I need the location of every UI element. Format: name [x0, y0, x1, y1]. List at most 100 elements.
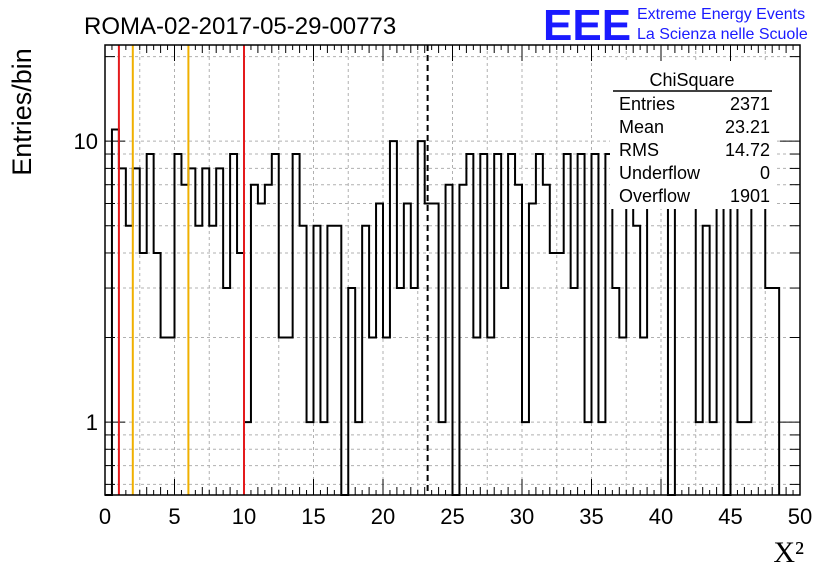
histogram-bin	[661, 168, 668, 495]
histogram-bin	[446, 185, 453, 495]
histogram-bin	[751, 203, 758, 495]
histogram-bin	[209, 226, 216, 495]
histogram-bin	[258, 203, 265, 495]
x-tick-label: 40	[649, 504, 673, 529]
histogram-bin	[126, 226, 133, 495]
histogram-bin	[765, 288, 772, 495]
x-tick-label: 50	[788, 504, 812, 529]
histogram-bin	[334, 226, 341, 495]
histogram-bin	[293, 154, 300, 495]
histogram-bin	[578, 154, 585, 495]
x-tick-label: 5	[168, 504, 180, 529]
histogram-bin	[592, 154, 599, 495]
y-tick-label: 10	[74, 129, 98, 154]
histogram-bin	[369, 338, 376, 495]
histogram-bin	[619, 338, 626, 495]
histogram-bin	[654, 203, 661, 495]
stats-box-background	[610, 62, 775, 209]
histogram-bin	[640, 338, 647, 495]
chart-title: ROMA-02-2017-05-29-00773	[84, 13, 396, 40]
axes-frame	[104, 44, 801, 496]
histogram-bin	[626, 185, 633, 495]
histogram-bin	[404, 203, 411, 495]
histogram-bin	[314, 226, 321, 495]
histogram-bin	[230, 154, 237, 495]
stats-value: 1901	[730, 186, 770, 206]
histogram-bin	[140, 253, 147, 495]
histogram-bin	[411, 288, 418, 495]
logo-mark: EEE	[543, 1, 631, 50]
histogram-bin	[119, 168, 126, 495]
stats-label: Mean	[619, 117, 664, 137]
histogram-bin	[508, 154, 515, 495]
histogram-bin	[731, 168, 738, 495]
histogram-bin	[633, 226, 640, 495]
histogram-bin	[529, 203, 536, 495]
stats-label: Overflow	[619, 186, 691, 206]
marker-lines	[117, 45, 429, 495]
histogram-bin	[147, 154, 154, 495]
histogram-bin	[133, 168, 140, 495]
stats-value: 2371	[730, 94, 770, 114]
histogram-bin	[272, 154, 279, 495]
x-tick-label: 30	[510, 504, 534, 529]
stats-label: Entries	[619, 94, 675, 114]
histogram-bin	[348, 288, 355, 495]
plot-frame	[104, 44, 801, 496]
stats-title: ChiSquare	[649, 70, 734, 90]
stats-box: ChiSquare Entries 2371 Mean 23.21 RMS 14.72 Un…	[610, 62, 775, 209]
y-axis-label: Entries/bin	[7, 48, 37, 176]
x-tick-label: 45	[718, 504, 742, 529]
histogram-bin	[181, 185, 188, 495]
histogram-bin	[175, 154, 182, 495]
histogram-bin	[286, 338, 293, 495]
histogram-bin	[717, 185, 724, 495]
histogram-bin	[557, 253, 564, 495]
stats-label: RMS	[619, 140, 659, 160]
histogram-bin	[494, 154, 501, 495]
histogram-bin	[154, 253, 161, 495]
histogram-bin	[168, 338, 175, 495]
x-tick-label: 15	[301, 504, 325, 529]
histogram-bin	[550, 253, 557, 495]
x-tick-label: 20	[371, 504, 395, 529]
histogram-bin	[161, 338, 168, 495]
histogram-bin	[772, 288, 779, 495]
histogram-bin	[473, 338, 480, 495]
histogram-bin	[515, 185, 522, 495]
histogram-bin	[459, 185, 466, 495]
histogram-bin	[383, 338, 390, 495]
histogram-bin	[758, 203, 765, 495]
x-tick-label: 0	[99, 504, 111, 529]
histogram-bin	[612, 288, 619, 495]
logo-line-2: La Scienza nelle Scuole	[637, 26, 808, 43]
stats-label: Underflow	[619, 163, 701, 183]
histogram-bin	[480, 154, 487, 495]
histogram-bin	[390, 141, 397, 495]
histogram-bin	[682, 168, 689, 495]
stats-value: 0	[760, 163, 770, 183]
histogram-bin	[418, 141, 425, 495]
histogram-bin	[466, 154, 473, 495]
histogram-bin	[564, 154, 571, 495]
histogram-bin	[397, 288, 404, 495]
logo-line-1: Extreme Energy Events	[637, 6, 805, 23]
x-axis-label: X²	[773, 536, 804, 569]
histogram-bin	[216, 168, 223, 495]
histogram-bin	[195, 226, 202, 495]
histogram-bin	[237, 253, 244, 495]
x-tick-label: 10	[232, 504, 256, 529]
stats-value: 23.21	[725, 117, 770, 137]
y-tick-labels: 1 10	[74, 129, 98, 435]
x-tick-label: 35	[579, 504, 603, 529]
histogram-bin	[487, 338, 494, 495]
histogram-bin	[571, 288, 578, 495]
histogram-bin	[543, 185, 550, 495]
eee-logo: EEE Extreme Energy Events La Scienza nel…	[543, 1, 808, 50]
x-tick-label: 25	[440, 504, 464, 529]
histogram-bin	[251, 185, 258, 495]
histogram-bin	[202, 168, 209, 495]
histogram-bin	[703, 226, 710, 495]
histogram-bin	[327, 226, 334, 495]
